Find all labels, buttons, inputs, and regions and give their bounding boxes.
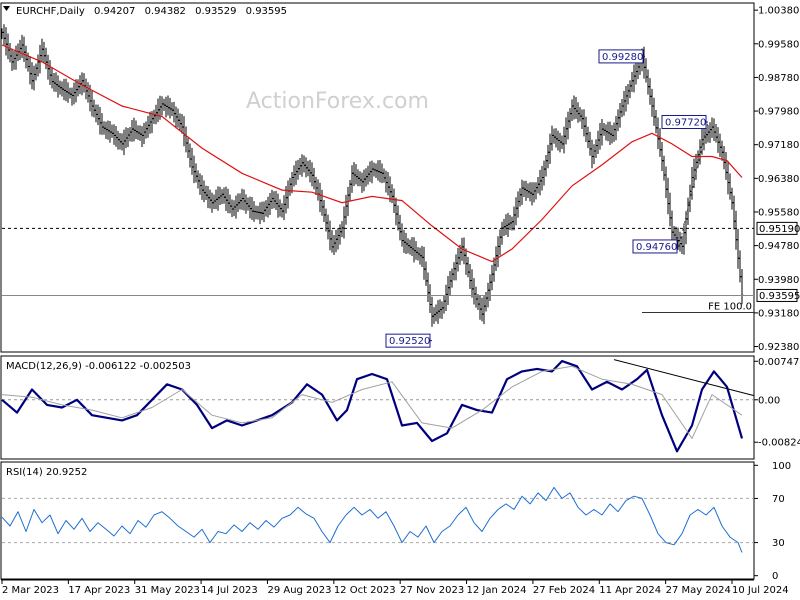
- macd-trendline: [613, 359, 755, 397]
- pane-frames: [0, 2, 755, 581]
- symbol-name: EURCHF,Daily: [16, 6, 85, 17]
- open-value: 0.94207: [94, 6, 135, 17]
- level-price-label: 0.95190: [759, 224, 800, 235]
- rsi-pane-frame: [0, 461, 755, 580]
- annotation-label: 0.92520: [389, 336, 430, 347]
- rsi-tick-label: 30: [772, 538, 785, 549]
- symbol-header: EURCHF,Daily 0.94207 0.94382 0.93529 0.9…: [3, 6, 287, 17]
- rsi-title: RSI(14) 20.9252: [6, 467, 87, 478]
- time-tick-label: 31 May 2023: [135, 585, 200, 596]
- level-price-box: [756, 288, 798, 302]
- time-tick-label: 29 Aug 2023: [267, 585, 331, 596]
- price-tick-label: 0.96380: [758, 174, 799, 185]
- annotation-box: [385, 333, 431, 348]
- symbol-title: EURCHF,Daily 0.94207 0.94382 0.93529 0.9…: [16, 6, 287, 17]
- time-tick-label: 12 Jan 2024: [467, 585, 527, 596]
- axis-labels: 1.00380 0.99580 0.98780 0.97980 0.97180 0.963…: [1, 6, 800, 596]
- price-tick-label: 0.92380: [758, 342, 799, 353]
- rsi-tick-label: 100: [772, 461, 791, 472]
- annotation-label: 0.94760: [636, 242, 677, 253]
- price-tick-label: 0.97180: [758, 140, 799, 151]
- rsi-tick-label: 70: [772, 494, 785, 505]
- price-tick-label: 0.94780: [758, 241, 799, 252]
- price-tick-label: 0.97980: [758, 107, 799, 118]
- moving-average-line: [1, 44, 743, 263]
- price-tick-label: 0.93980: [758, 275, 799, 286]
- price-tick-label: 0.93180: [758, 308, 799, 319]
- rsi-pane: RSI(14) 20.9252: [1, 467, 743, 553]
- level-price-box: [756, 221, 798, 235]
- time-tick-label: 2 Mar 2023: [2, 585, 59, 596]
- grid-lines: [2, 399, 754, 544]
- macd-tick-label: -0.00824: [758, 438, 800, 449]
- macd-title: MACD(12,26,9) -0.006122 -0.002503: [6, 361, 191, 372]
- dropdown-triangle-icon[interactable]: [3, 6, 10, 11]
- macd-tick-label: 0.007477: [758, 357, 800, 368]
- time-tick-label: 27 May 2024: [666, 585, 731, 596]
- time-tick-label: 11 Apr 2024: [599, 585, 661, 596]
- time-tick-label: 14 Jul 2023: [201, 585, 258, 596]
- rsi-tick-label: 0: [772, 571, 778, 582]
- time-tick-label: 27 Nov 2023: [400, 585, 464, 596]
- price-tick-label: 0.99580: [758, 39, 799, 50]
- close-value: 0.93595: [246, 6, 287, 17]
- time-tick-label: 27 Feb 2024: [533, 585, 595, 596]
- annotation-box: [632, 239, 678, 254]
- signal-line: [1, 365, 743, 439]
- annotation-label: 0.97720: [665, 117, 706, 128]
- annotation-box: [661, 114, 707, 129]
- annotation-label: 0.99280: [602, 52, 643, 63]
- low-value: 0.93529: [195, 6, 236, 17]
- time-tick-label: 17 Apr 2023: [68, 585, 130, 596]
- macd-pane-frame: [0, 355, 755, 460]
- time-tick-label: 12 Oct 2023: [334, 585, 396, 596]
- price-pane-frame: [0, 2, 755, 353]
- macd-pane: MACD(12,26,9) -0.006122 -0.002503: [1, 359, 755, 453]
- level-price-label: 0.93595: [759, 291, 800, 302]
- price-pane: 0.99280 0.97720 0.94760 0.92520 FE 100.0: [0, 24, 754, 348]
- watermark-text: ActionForex.com: [246, 89, 429, 114]
- rsi-line: [1, 486, 743, 553]
- fibo-connector: [678, 121, 709, 247]
- price-tick-label: 0.95580: [758, 207, 799, 218]
- price-tick-label: 1.00380: [758, 6, 799, 17]
- time-tick-label: 10 Jul 2024: [732, 585, 789, 596]
- fe-label: FE 100.0: [708, 301, 752, 312]
- high-value: 0.94382: [145, 6, 186, 17]
- macd-tick-label: 0.00: [758, 395, 780, 406]
- annotation-box: [598, 49, 644, 64]
- price-tick-label: 0.98780: [758, 73, 799, 84]
